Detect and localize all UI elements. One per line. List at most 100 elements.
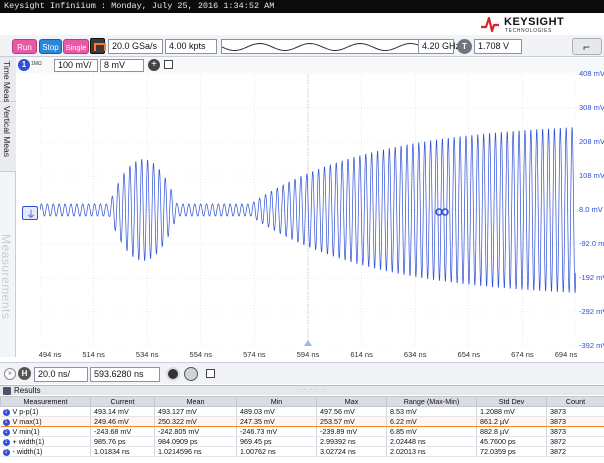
table-row[interactable]: 1 + width(1) 985.76 ps 984.0909 ps 969.45… [0,436,604,447]
x-tick-label: 494 ns [38,350,62,359]
table-cell: -246.73 mV [236,426,317,437]
table-cell: 969.45 ps [236,436,317,447]
table-cell: 1.2088 mV [476,406,547,417]
table-cell: 72.0359 ps [476,446,547,457]
measurement-name: 1 + width(1) [0,436,91,447]
table-header-row: Measurement Current Mean Min Max Range (… [0,396,604,407]
table-cell: 985.76 ps [90,436,155,447]
y-tick-label: 208 mV [579,137,604,146]
acquisition-mode-icon[interactable] [90,38,106,54]
results-panel-icon [3,387,11,395]
x-tick-label: 674 ns [511,350,534,359]
table-cell: 3873 [546,406,604,417]
x-tick-label: 514 ns [82,350,105,359]
table-row[interactable]: 1- width(1) 1.01834 ns 1.0214596 ns 1.00… [0,446,604,457]
tab-vertical-meas[interactable]: Vertical Meas [0,102,16,172]
x-tick-label: 654 ns [457,350,481,359]
toolbar-mode-button[interactable] [572,38,602,55]
trigger-time-marker-icon[interactable] [304,340,312,346]
time-position-field[interactable]: 593.6280 ns [90,367,160,382]
y-tick-label: 408 mV [579,69,604,78]
column-header: Mean [154,396,237,407]
table-cell: 861.2 µV [476,416,547,427]
time-scale-field[interactable]: 20.0 ns/ [34,367,88,382]
channel-controls: 1 1MΩ 100 mV/ 8 mV + [16,57,604,73]
horizontal-controls: » H 20.0 ns/ 593.6280 ns [0,362,604,384]
zoom-icon[interactable] [166,367,180,381]
channel-ground-marker-icon[interactable] [22,206,38,221]
channel-impedance: 1MΩ [31,61,42,67]
trigger-level-field[interactable]: 1.708 V [474,39,522,54]
results-title: Results [14,386,41,395]
y-tick-label: -292 mV [579,307,604,316]
channel-1-badge[interactable]: 1 [18,59,30,71]
single-button[interactable]: Single [63,39,89,54]
table-cell: 8.53 mV [386,406,477,417]
memory-depth-field[interactable]: 4.00 kpts [165,39,217,54]
trigger-icon[interactable]: T [457,39,472,54]
keysight-logo-icon [481,16,499,33]
x-tick-label: 554 ns [189,350,213,359]
reference-clock-icon[interactable] [184,367,198,381]
horizontal-window-icon[interactable] [206,369,215,378]
table-cell: 45.7600 ps [476,436,547,447]
table-cell: 253.57 mV [316,416,387,427]
y-tick-label: 8.0 mV [579,205,603,214]
bandwidth-field[interactable]: 4.20 GHz [418,39,460,54]
horizontal-badge[interactable]: H [18,367,31,380]
table-cell: 3.02724 ns [316,446,387,457]
x-tick-label: 694 ns [554,350,578,359]
y-tick-label: 108 mV [579,171,604,180]
x-tick-label: 634 ns [403,350,427,359]
channel-1-dot-icon: 1 [2,449,10,456]
resize-grip-icon[interactable]: · · · · · [297,386,326,393]
measurement-side-tabs: Time Meas Vertical Meas Measurements [0,57,16,357]
y-tick-label: 308 mV [579,103,604,112]
x-axis-labels: 494 ns 514 ns 534 ns 554 ns 574 ns 594 ns 614 … [38,350,604,362]
table-cell: 493.127 mV [154,406,237,417]
run-button[interactable]: Run [12,39,37,54]
column-header: Range (Max-Min) [386,396,477,407]
table-cell: 3872 [546,436,604,447]
table-cell: 3873 [546,416,604,427]
channel-window-icon[interactable] [164,60,173,69]
expand-chevron-icon[interactable]: » [4,368,16,380]
table-cell: 249.46 mV [90,416,155,427]
x-tick-label: 534 ns [135,350,159,359]
table-cell: 984.0909 ps [154,436,237,447]
table-cell: 6.22 mV [386,416,477,427]
window-title: Keysight Infiniium : Monday, July 25, 20… [0,0,604,13]
channel-1-dot-icon: 1 [2,419,10,426]
measurement-name-text: - width(1) [12,447,43,456]
x-tick-label: 594 ns [296,350,320,359]
channel-1-dot-icon: 1 [2,409,10,416]
table-cell: 247.35 mV [236,416,317,427]
column-header: Std Dev [476,396,547,407]
vertical-scale-field[interactable]: 100 mV/ [54,59,98,72]
waveform-display[interactable] [40,74,576,346]
table-cell: 1.01834 ns [90,446,155,457]
table-cell: -242.805 mV [154,426,237,437]
table-cell: 2.99392 ns [316,436,387,447]
measurement-name-text: V max(1) [12,417,42,426]
stop-button[interactable]: Stop [39,39,62,54]
brand-name: KEYSIGHT [504,16,565,28]
vertical-offset-field[interactable]: 8 mV [100,59,144,72]
sample-rate-field[interactable]: 20.0 GSa/s [108,39,163,54]
table-cell: -239.89 mV [316,426,387,437]
table-cell: 882.8 µV [476,426,547,437]
waveform-series-1 [40,127,576,293]
trigger-waveform-preview [221,39,431,54]
brand-subtitle: TECHNOLOGIES [505,28,552,34]
table-cell: 1.0214596 ns [154,446,237,457]
tab-time-meas[interactable]: Time Meas [0,57,16,103]
add-channel-button[interactable]: + [148,59,160,71]
tab-vertical-meas-label: Vertical Meas [2,106,12,158]
trigger-level-marker-icon[interactable] [435,208,453,216]
results-header: Results · · · · · [0,385,604,395]
